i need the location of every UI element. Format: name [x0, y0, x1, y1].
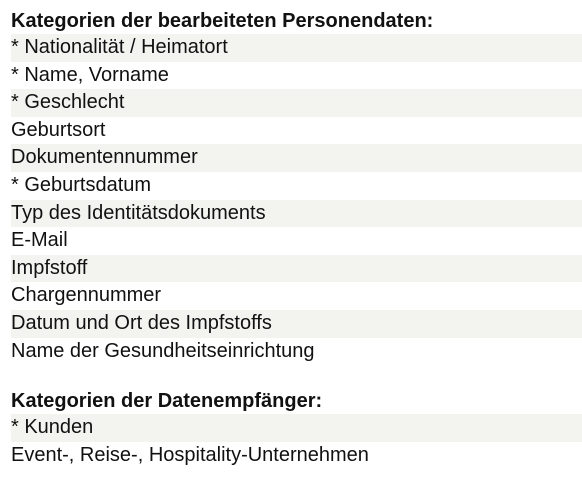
list-item: * Kunden — [11, 414, 582, 442]
section-title-recipients: Kategorien der Datenempfänger: — [11, 390, 323, 413]
list-item: Typ des Identitätsdokuments — [11, 199, 582, 228]
recipients-list: * Kunden Event-, Reise-, Hospitality-Unt… — [11, 414, 582, 470]
list-item: Name der Gesundheitseinrichtung — [11, 337, 582, 366]
list-item: * Geburtsdatum — [11, 171, 582, 200]
list-item: Dokumentennummer — [11, 144, 582, 172]
list-item: Event-, Reise-, Hospitality-Unternehmen — [11, 441, 582, 470]
list-item: Impfstoff — [11, 254, 582, 283]
list-item: * Geschlecht — [11, 89, 582, 117]
list-item: E-Mail — [11, 227, 582, 255]
list-item: Datum und Ort des Impfstoffs — [11, 309, 582, 338]
section-title-personal-data: Kategorien der bearbeiteten Personendate… — [11, 10, 434, 32]
list-item: Chargennummer — [11, 282, 582, 310]
list-item: * Name, Vorname — [11, 61, 582, 90]
section-spacer — [11, 365, 582, 388]
list-item: Geburtsort — [11, 116, 582, 145]
list-item: * Nationalität / Heimatort — [11, 34, 582, 62]
personal-data-list: * Nationalität / Heimatort * Name, Vorna… — [11, 34, 582, 366]
